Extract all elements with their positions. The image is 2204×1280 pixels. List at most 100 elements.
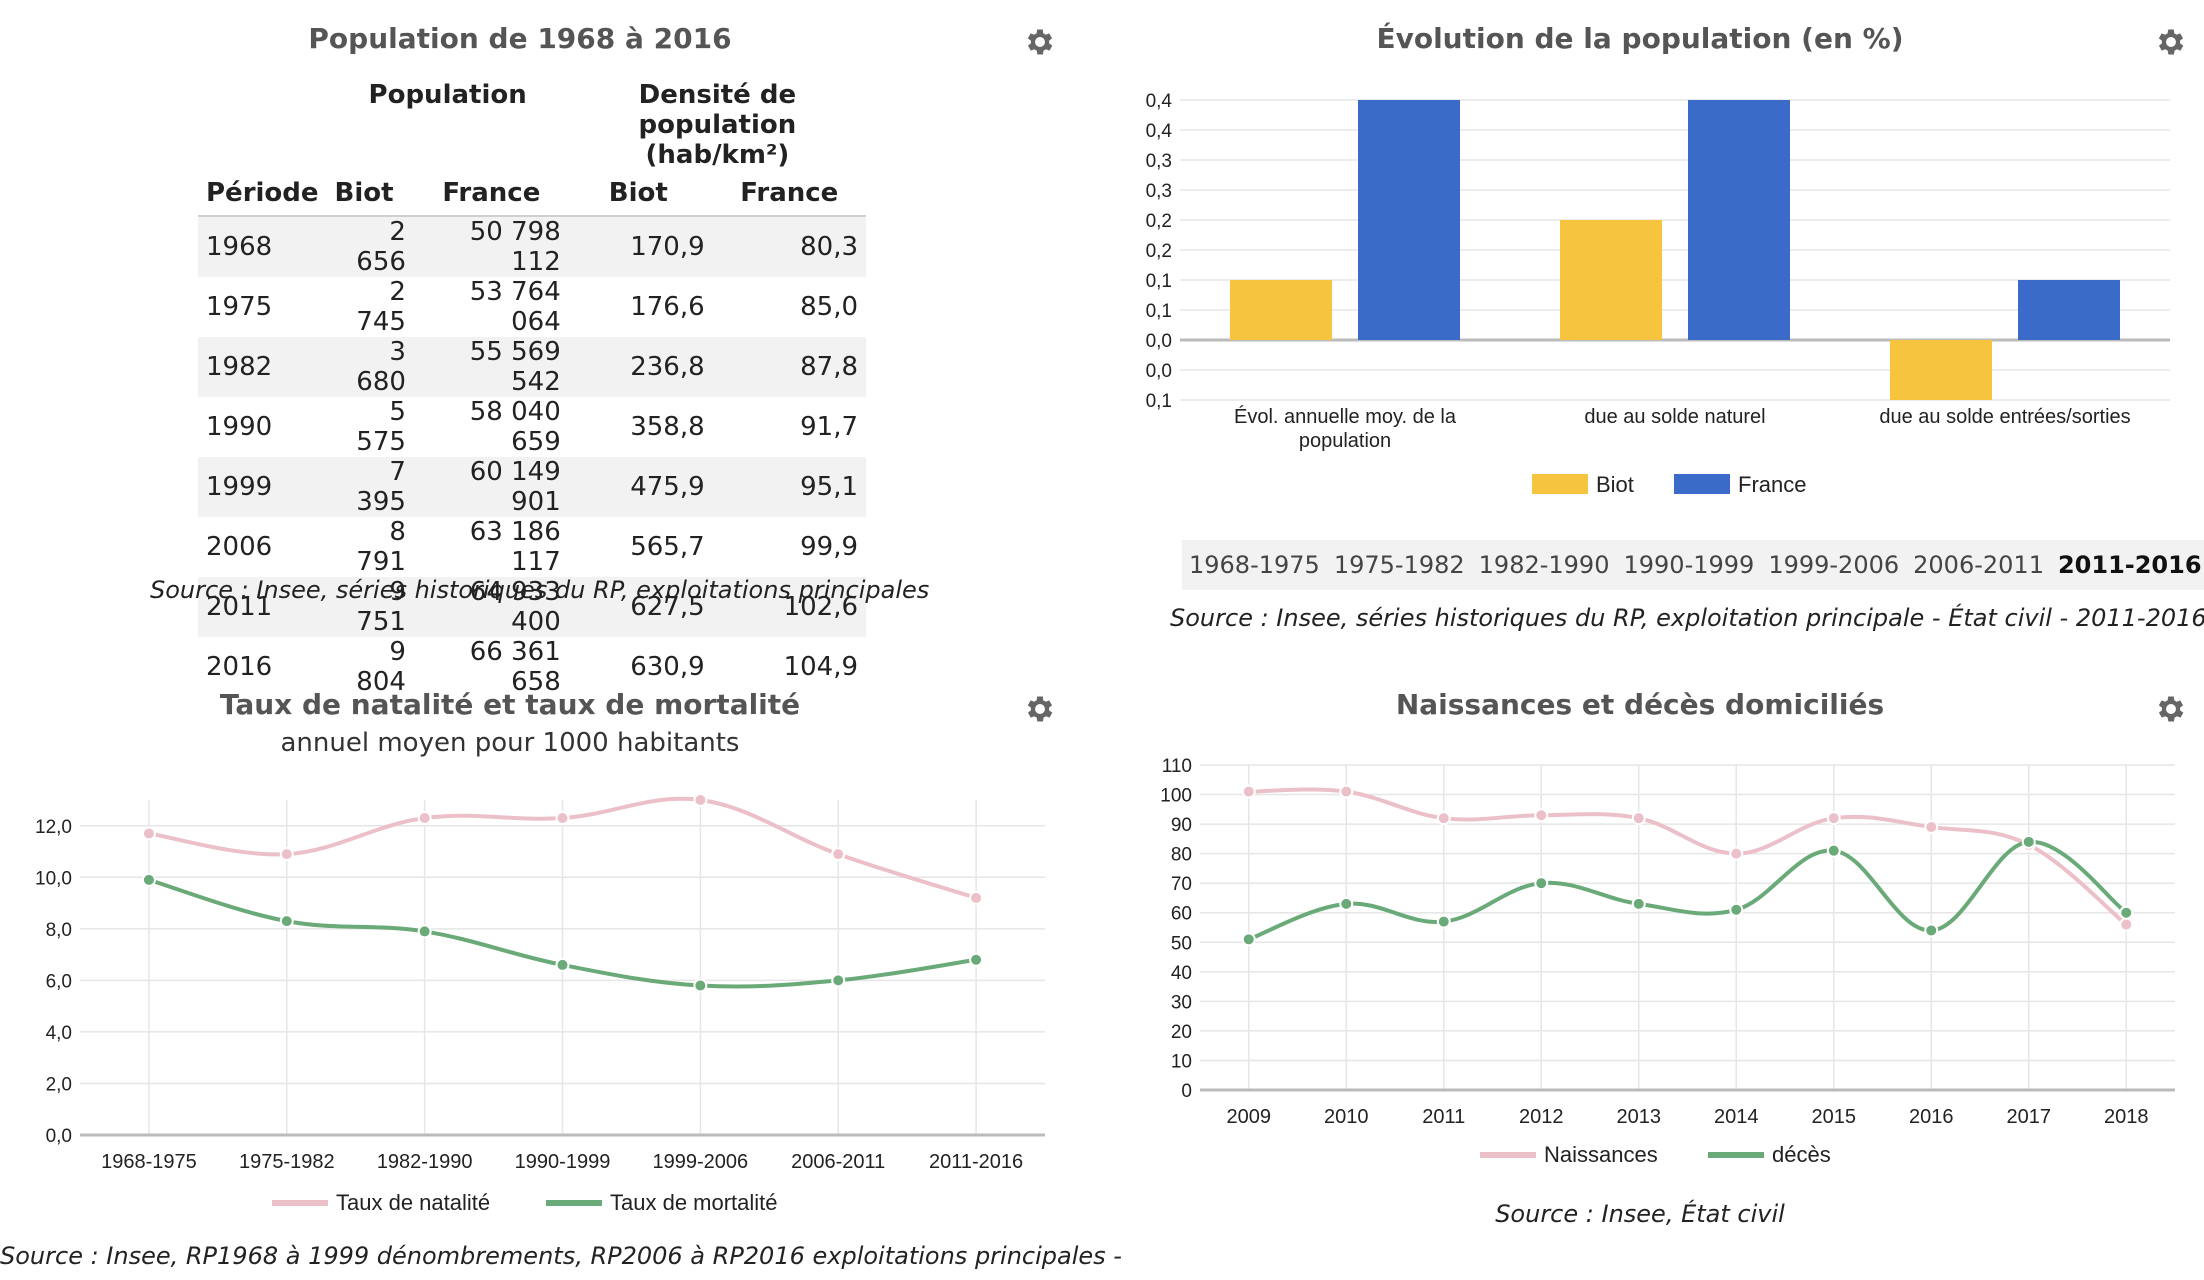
evolution-source: Source : Insee, séries historiques du RP… <box>1170 604 2204 632</box>
table-row: 1982 3 680 55 569 542 236,8 87,8 <box>198 337 866 397</box>
legend-label: Taux de mortalité <box>610 1190 778 1215</box>
x-tick-label: 2013 <box>1617 1106 1662 1128</box>
y-tick-label: - 0,1 <box>1140 391 1172 412</box>
y-tick-label: 0,2 <box>1146 211 1172 232</box>
gear-icon[interactable] <box>2154 692 2188 726</box>
series-line <box>1248 787 2128 927</box>
x-tick-label: 2015 <box>1812 1106 1857 1128</box>
x-tick-label: 1968-1975 <box>101 1151 197 1173</box>
data-point <box>1534 808 1549 823</box>
table-source: Source : Insee, séries historiques du RP… <box>150 576 930 604</box>
data-point <box>2021 834 2036 849</box>
x-category-label: due au solde entrées/sorties <box>1879 406 2130 428</box>
data-point <box>831 847 846 862</box>
bar-biot <box>1890 340 1992 400</box>
natalite-line-chart: 0,0 2,0 4,0 6,0 8,0 10,0 12,0 1968-1975 1975-198… <box>35 793 1045 1215</box>
table-cell: 5 575 <box>356 397 406 457</box>
population-table: Population Densité de population (hab/km… <box>198 80 866 697</box>
x-tick-label: 2009 <box>1227 1106 1272 1128</box>
x-tick-label: 2014 <box>1714 1106 1759 1128</box>
data-point <box>969 952 984 967</box>
table-cell: 95,1 <box>712 457 866 517</box>
table-cell: 9 751 <box>326 577 414 637</box>
col-france-pop: France <box>413 170 569 217</box>
bar-biot <box>1230 280 1332 340</box>
gear-icon[interactable] <box>1023 25 1057 59</box>
table-cell: 2 745 <box>356 277 406 337</box>
table-cell: 102,6 <box>712 577 866 637</box>
gear-icon[interactable] <box>2154 25 2188 59</box>
table-cell: 99,9 <box>800 532 858 562</box>
x-tick-label: 2018 <box>2104 1106 2149 1128</box>
legend-swatch <box>1674 474 1730 494</box>
y-tick-label: 90 <box>1171 815 1192 836</box>
period-item[interactable]: 1968-1975 <box>1189 551 1320 579</box>
table-cell: 1968 <box>198 216 327 277</box>
data-point <box>1631 896 1646 911</box>
x-category-label: Évol. annuelle moy. de la population <box>1234 405 1457 452</box>
period-item[interactable]: 1982-1990 <box>1478 551 1610 579</box>
table-cell: 2011 <box>198 577 327 637</box>
data-point <box>1534 876 1549 891</box>
table-cell: 91,7 <box>800 412 858 442</box>
y-tick-label: 0 <box>1181 1081 1192 1102</box>
data-point <box>279 914 294 929</box>
table-cell: 2016 <box>206 652 273 682</box>
legend-label: Biot <box>1596 472 1634 497</box>
table-row: 1975 2 745 53 764 064 176,6 85,0 <box>198 277 866 337</box>
period-item[interactable]: 1999-2006 <box>1768 551 1900 579</box>
data-point <box>141 826 156 841</box>
naissances-source: Source : Insee, État civil <box>1495 1200 1785 1228</box>
naissances-title: Naissances et décès domiciliés <box>1395 688 1885 721</box>
y-tick-label: 0,1 <box>1146 271 1172 292</box>
bar-france <box>2018 280 2120 340</box>
y-tick-label: 6,0 <box>46 971 72 992</box>
data-point <box>417 924 432 939</box>
bar-france <box>1358 100 1460 340</box>
data-point <box>1241 784 1256 799</box>
table-row: 1990 5 575 58 040 659 358,8 91,7 <box>198 397 866 457</box>
y-tick-label: 10,0 <box>35 868 72 889</box>
y-tick-label: 10 <box>1171 1051 1192 1072</box>
period-item[interactable]: 1990-1999 <box>1623 551 1755 579</box>
data-point <box>1339 896 1354 911</box>
y-tick-label: 0,2 <box>1146 241 1172 262</box>
table-cell: 1975 <box>206 292 273 322</box>
table-cell: 9 804 <box>356 637 406 697</box>
table-row: 2006 8 791 63 186 117 565,7 99,9 <box>198 517 866 577</box>
data-point <box>831 973 846 988</box>
evolution-bar-chart: - 0,1 0,0 0,0 0,1 0,1 0,2 0,2 0,3 0,3 0,4 0,4 Évol.… <box>1140 91 2170 497</box>
y-tick-label: 20 <box>1171 1022 1192 1043</box>
y-tick-label: 110 <box>1162 756 1192 777</box>
table-cell: 176,6 <box>630 292 705 322</box>
table-cell: 8 791 <box>356 517 406 577</box>
table-row: 2011 9 751 64 933 400 627,5 102,6 <box>198 577 866 637</box>
y-tick-label: 0,4 <box>1146 121 1173 142</box>
x-tick-label: 2011-2016 <box>929 1151 1023 1173</box>
x-tick-label: 2006-2011 <box>791 1151 885 1173</box>
period-item[interactable]: 2011-2016 <box>2057 551 2202 579</box>
data-point <box>1241 932 1256 947</box>
data-point <box>1826 843 1841 858</box>
data-point <box>1729 902 1744 917</box>
table-cell: 630,9 <box>630 652 705 682</box>
data-point <box>1436 811 1451 826</box>
data-point <box>693 978 708 993</box>
period-item[interactable]: 2006-2011 <box>1913 551 2044 579</box>
legend-label: Taux de natalité <box>336 1190 490 1215</box>
gear-icon[interactable] <box>1023 692 1057 726</box>
y-tick-label: 8,0 <box>46 920 72 941</box>
y-tick-label: 0,3 <box>1146 151 1172 172</box>
legend-swatch <box>1532 474 1588 494</box>
y-tick-label: 4,0 <box>46 1023 72 1044</box>
data-point <box>1339 784 1354 799</box>
period-item[interactable]: 1975-1982 <box>1333 551 1465 579</box>
y-tick-label: 100 <box>1160 786 1192 807</box>
y-tick-label: 60 <box>1171 904 1192 925</box>
x-tick-label: 1990-1999 <box>515 1151 611 1173</box>
table-cell: 7 395 <box>326 457 414 517</box>
table-cell: 85,0 <box>800 292 858 322</box>
data-point <box>555 957 570 972</box>
table-row: 2016 9 804 66 361 658 630,9 104,9 <box>198 637 866 697</box>
table-cell: 1999 <box>198 457 327 517</box>
